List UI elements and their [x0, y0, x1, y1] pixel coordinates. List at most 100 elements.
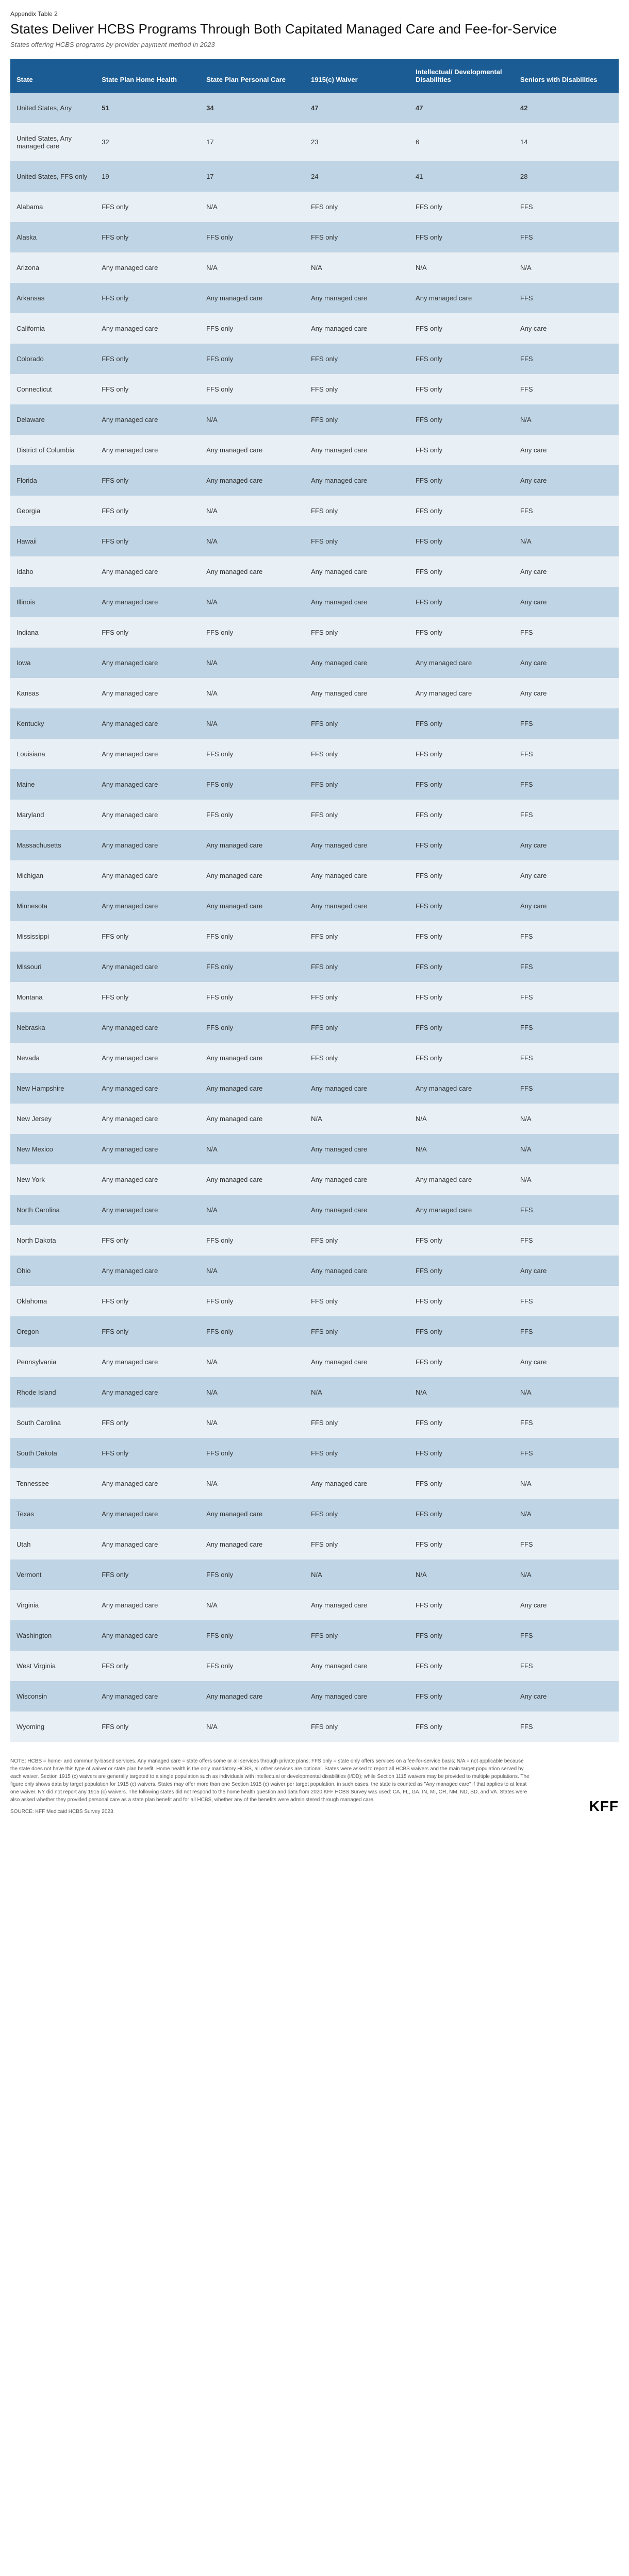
- table-cell: 24: [305, 161, 409, 192]
- table-cell: Any managed care: [200, 891, 305, 921]
- table-cell: Any managed care: [95, 1012, 200, 1043]
- table-row: MassachusettsAny managed careAny managed…: [10, 830, 619, 860]
- table-cell: District of Columbia: [10, 435, 95, 465]
- table-cell: FFS only: [95, 526, 200, 556]
- table-row: CaliforniaAny managed careFFS onlyAny ma…: [10, 313, 619, 344]
- table-cell: Any managed care: [200, 860, 305, 891]
- table-cell: 47: [409, 93, 514, 123]
- table-cell: Any managed care: [305, 435, 409, 465]
- table-row: VirginiaAny managed careN/AAny managed c…: [10, 1590, 619, 1620]
- table-cell: FFS: [514, 1012, 619, 1043]
- table-row: ArkansasFFS onlyAny managed careAny mana…: [10, 283, 619, 313]
- table-cell: FFS only: [305, 1225, 409, 1256]
- table-cell: FFS only: [305, 1711, 409, 1742]
- table-cell: FFS only: [200, 313, 305, 344]
- table-cell: Any managed care: [95, 860, 200, 891]
- table-cell: Massachusetts: [10, 830, 95, 860]
- table-cell: Any managed care: [409, 1073, 514, 1104]
- table-cell: N/A: [200, 1408, 305, 1438]
- table-cell: FFS only: [305, 1438, 409, 1468]
- table-row: North CarolinaAny managed careN/AAny man…: [10, 1195, 619, 1225]
- table-cell: New York: [10, 1164, 95, 1195]
- table-cell: 17: [200, 161, 305, 192]
- table-cell: South Dakota: [10, 1438, 95, 1468]
- table-cell: 23: [305, 123, 409, 161]
- table-cell: 32: [95, 123, 200, 161]
- table-cell: FFS: [514, 374, 619, 404]
- table-cell: N/A: [305, 252, 409, 283]
- table-cell: N/A: [200, 678, 305, 708]
- table-cell: FFS only: [95, 617, 200, 648]
- table-row: NebraskaAny managed careFFS onlyFFS only…: [10, 1012, 619, 1043]
- table-cell: Any care: [514, 648, 619, 678]
- table-cell: FFS: [514, 1711, 619, 1742]
- table-cell: United States, Any managed care: [10, 123, 95, 161]
- table-cell: Ohio: [10, 1256, 95, 1286]
- table-cell: FFS only: [95, 1408, 200, 1438]
- table-cell: N/A: [514, 1377, 619, 1408]
- table-cell: Any care: [514, 1681, 619, 1711]
- table-cell: FFS only: [305, 1043, 409, 1073]
- table-cell: Any managed care: [95, 1681, 200, 1711]
- table-cell: N/A: [200, 1347, 305, 1377]
- table-cell: Any managed care: [200, 1104, 305, 1134]
- table-cell: FFS: [514, 982, 619, 1012]
- table-cell: FFS only: [95, 1286, 200, 1316]
- page-title: States Deliver HCBS Programs Through Bot…: [10, 21, 619, 38]
- table-cell: Any care: [514, 435, 619, 465]
- table-cell: Any managed care: [95, 252, 200, 283]
- table-cell: FFS: [514, 1408, 619, 1438]
- table-cell: FFS only: [305, 739, 409, 769]
- table-row: HawaiiFFS onlyN/AFFS onlyFFS onlyN/A: [10, 526, 619, 556]
- table-cell: 19: [95, 161, 200, 192]
- table-row: OregonFFS onlyFFS onlyFFS onlyFFS onlyFF…: [10, 1316, 619, 1347]
- table-row: MarylandAny managed careFFS onlyFFS only…: [10, 800, 619, 830]
- table-cell: Any managed care: [409, 283, 514, 313]
- table-row: New JerseyAny managed careAny managed ca…: [10, 1104, 619, 1134]
- table-cell: Any managed care: [200, 830, 305, 860]
- table-cell: Any care: [514, 465, 619, 496]
- table-cell: Pennsylvania: [10, 1347, 95, 1377]
- table-cell: Vermont: [10, 1560, 95, 1590]
- table-cell: N/A: [200, 1195, 305, 1225]
- table-cell: FFS only: [409, 526, 514, 556]
- table-cell: Any care: [514, 860, 619, 891]
- table-cell: FFS only: [95, 465, 200, 496]
- table-cell: Any managed care: [305, 1195, 409, 1225]
- table-row: NevadaAny managed careAny managed careFF…: [10, 1043, 619, 1073]
- table-cell: Any managed care: [95, 1347, 200, 1377]
- table-cell: Any managed care: [409, 1195, 514, 1225]
- table-cell: Any care: [514, 830, 619, 860]
- table-cell: New Jersey: [10, 1104, 95, 1134]
- table-cell: 34: [200, 93, 305, 123]
- table-cell: Wisconsin: [10, 1681, 95, 1711]
- table-cell: FFS only: [409, 556, 514, 587]
- table-cell: FFS only: [200, 921, 305, 952]
- table-cell: FFS only: [305, 1012, 409, 1043]
- table-cell: New Mexico: [10, 1134, 95, 1164]
- table-cell: N/A: [200, 252, 305, 283]
- table-cell: Alaska: [10, 222, 95, 252]
- table-row: North DakotaFFS onlyFFS onlyFFS onlyFFS …: [10, 1225, 619, 1256]
- table-cell: New Hampshire: [10, 1073, 95, 1104]
- table-cell: FFS only: [409, 617, 514, 648]
- table-cell: Any managed care: [95, 1164, 200, 1195]
- table-cell: FFS only: [200, 1225, 305, 1256]
- table-cell: Any managed care: [305, 891, 409, 921]
- table-cell: FFS: [514, 192, 619, 222]
- table-cell: FFS: [514, 222, 619, 252]
- table-cell: FFS only: [305, 617, 409, 648]
- table-cell: FFS only: [409, 313, 514, 344]
- table-cell: Arkansas: [10, 283, 95, 313]
- table-cell: Any managed care: [95, 1256, 200, 1286]
- table-cell: N/A: [200, 708, 305, 739]
- table-cell: N/A: [200, 1377, 305, 1408]
- table-cell: N/A: [409, 1560, 514, 1590]
- table-cell: FFS only: [409, 1408, 514, 1438]
- table-row: OklahomaFFS onlyFFS onlyFFS onlyFFS only…: [10, 1286, 619, 1316]
- table-cell: N/A: [200, 496, 305, 526]
- table-cell: Mississippi: [10, 921, 95, 952]
- table-cell: Any managed care: [305, 1468, 409, 1499]
- table-cell: FFS only: [95, 1560, 200, 1590]
- table-cell: FFS only: [305, 800, 409, 830]
